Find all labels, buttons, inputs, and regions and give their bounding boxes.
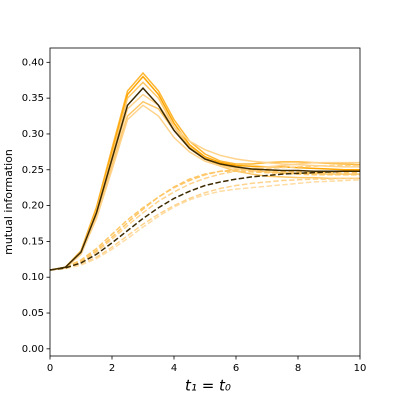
y-tick-label: 0.20 xyxy=(22,201,44,212)
series-line xyxy=(49,81,360,271)
series-line xyxy=(49,170,360,271)
x-tick-label: 0 xyxy=(47,363,53,374)
series-line xyxy=(49,104,360,271)
y-tick-label: 0.40 xyxy=(22,57,44,68)
series-line xyxy=(49,179,361,271)
y-tick-label: 0.10 xyxy=(22,272,44,283)
y-tick-label: 0.30 xyxy=(22,129,44,140)
y-tick-label: 0.05 xyxy=(22,308,44,319)
x-tick-label: 6 xyxy=(233,363,239,374)
series-line xyxy=(49,170,360,271)
plot-frame xyxy=(49,47,361,357)
x-tick-label: 10 xyxy=(354,363,367,374)
y-tick-label: 0.15 xyxy=(22,236,44,247)
y-tick-label: 0.35 xyxy=(22,93,44,104)
series-line xyxy=(49,164,360,271)
x-tick-label: 4 xyxy=(171,363,177,374)
y-tick-label: 0.00 xyxy=(22,344,44,355)
x-tick-label: 8 xyxy=(295,363,301,374)
series-line xyxy=(49,93,360,271)
series-line xyxy=(49,86,360,271)
x-axis-label: t₁ = t₀ xyxy=(185,377,231,395)
series-line xyxy=(49,177,360,271)
y-axis-label: mutual information xyxy=(2,149,15,255)
x-tick-label: 2 xyxy=(109,363,115,374)
y-tick-label: 0.25 xyxy=(22,165,44,176)
